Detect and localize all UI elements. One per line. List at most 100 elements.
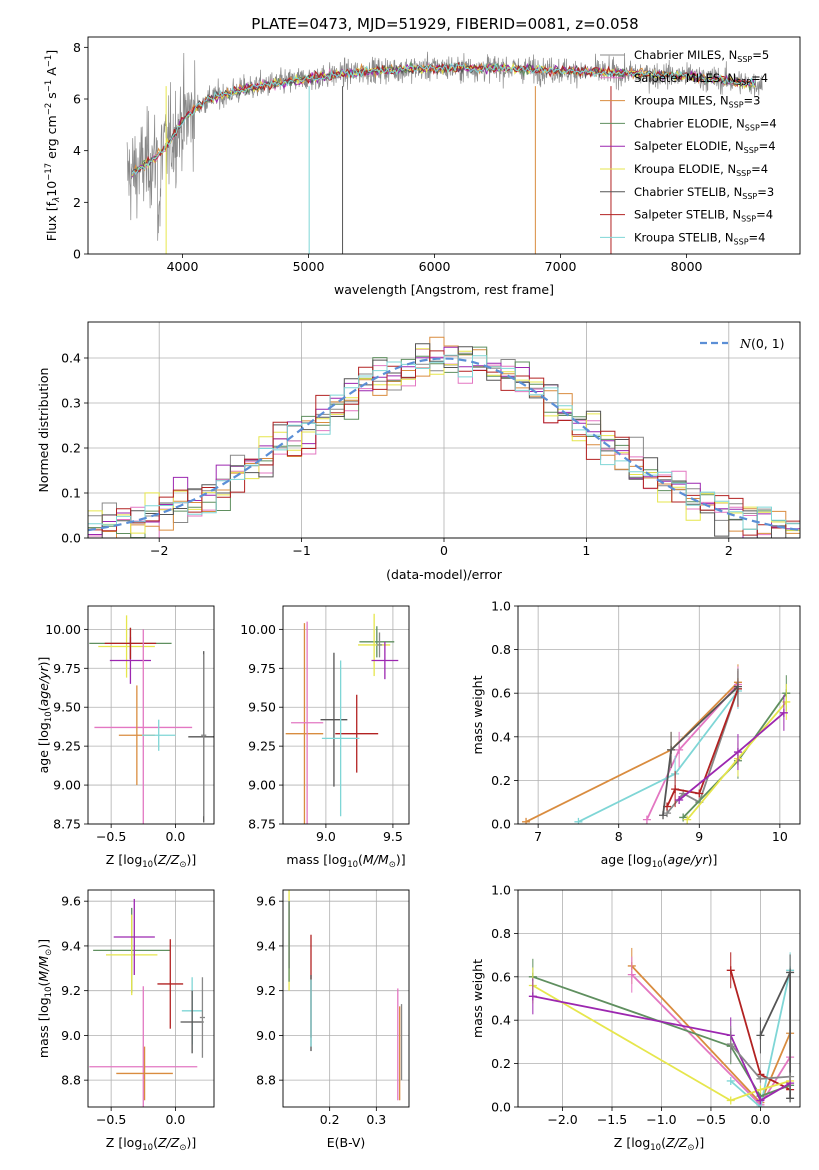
y-tick-label: 9.75 bbox=[248, 661, 276, 676]
y-tick-label: 0.2 bbox=[491, 773, 511, 788]
residual-histogram bbox=[88, 348, 800, 534]
x-axis-label: mass [log10(M/M⊙)] bbox=[286, 852, 405, 870]
y-tick-label: 2 bbox=[73, 195, 81, 210]
x-tick-label: −1 bbox=[292, 543, 310, 558]
x-axis-label: age [log10(age/yr)] bbox=[601, 852, 718, 870]
axes-frame bbox=[87, 36, 801, 255]
y-tick-label: 0.2 bbox=[61, 441, 81, 456]
y-tick-label: 9.2 bbox=[256, 983, 276, 998]
mass-vs-EBV-panel: 0.2 0.3 8.8 9.0 9.2 9.4 9.6 E(B-V) bbox=[256, 889, 410, 1150]
axes-frame bbox=[282, 605, 410, 825]
gaussian-reference bbox=[88, 357, 800, 532]
x-tick-label: 6000 bbox=[419, 259, 451, 274]
x-tick-label: −1.0 bbox=[646, 1112, 676, 1127]
weight-marker bbox=[642, 815, 651, 824]
weight-lines bbox=[528, 947, 795, 1107]
y-tick-label: 0.1 bbox=[61, 486, 81, 501]
weight-lines bbox=[522, 664, 791, 824]
y-tick-label: 9.6 bbox=[256, 894, 276, 909]
x-tick-label: 4000 bbox=[167, 259, 199, 274]
residual-histogram bbox=[88, 354, 800, 538]
x-axis-label: wavelength [Angstrom, rest frame] bbox=[334, 282, 554, 297]
weight-marker bbox=[726, 1096, 735, 1105]
age-vs-mass-panel: 9.0 9.5 8.75 9.00 9.25 9.50 9.75 10.00 mass [log… bbox=[240, 605, 410, 870]
legend-entry: Salpeter MILES, NSSP=4 bbox=[634, 71, 768, 87]
y-tick-label: 9.25 bbox=[53, 739, 81, 754]
x-tick-label: 8 bbox=[615, 829, 623, 844]
legend-entry: Kroupa MILES, NSSP=3 bbox=[634, 94, 760, 110]
weight-marker bbox=[574, 817, 583, 824]
y-tick-label: 8.8 bbox=[61, 1073, 81, 1088]
x-tick-label: 0.0 bbox=[750, 1112, 770, 1127]
y-tick-label: 0.6 bbox=[491, 969, 511, 984]
weight-line bbox=[525, 681, 739, 823]
y-tick-label: 9.75 bbox=[53, 661, 81, 676]
x-tick-label: 2 bbox=[725, 543, 733, 558]
legend-entry: Salpeter STELIB, NSSP=4 bbox=[634, 208, 773, 224]
mass-vs-Z-panel: −0.5 0.0 8.8 9.0 9.2 9.4 9.6 Z [log10(Z/Z⊙)] mas… bbox=[36, 889, 215, 1153]
y-axis-label: Flux [fλ10−17 erg cm−2 s−1 A−1] bbox=[44, 50, 62, 241]
y-tick-label: 0.6 bbox=[491, 686, 511, 701]
model-spectrum-line bbox=[131, 62, 756, 175]
x-tick-label: −1.5 bbox=[597, 1112, 627, 1127]
weight-marker bbox=[756, 1085, 765, 1094]
y-tick-label: 9.00 bbox=[248, 778, 276, 793]
weight-line bbox=[532, 995, 791, 1102]
axes-frame bbox=[87, 889, 215, 1108]
axes-frame bbox=[517, 889, 801, 1108]
y-tick-label: 0.0 bbox=[491, 1100, 511, 1115]
weight-marker bbox=[786, 1072, 795, 1081]
spectrum-panel: 4000 5000 6000 7000 8000 0 2 4 6 8 wavelength [Ang… bbox=[44, 36, 801, 297]
x-tick-label: 9 bbox=[695, 829, 703, 844]
y-tick-label: 9.4 bbox=[61, 938, 81, 953]
y-axis-label: mass weight bbox=[470, 959, 485, 1038]
axes-frame bbox=[282, 889, 410, 1108]
y-tick-label: 10.00 bbox=[45, 622, 81, 637]
weight-marker bbox=[675, 796, 684, 805]
y-tick-label: 9.0 bbox=[256, 1028, 276, 1043]
y-tick-label: 9.50 bbox=[248, 700, 276, 715]
y-tick-label: 0.4 bbox=[491, 729, 511, 744]
legend-entry: Kroupa ELODIE, NSSP=4 bbox=[634, 162, 768, 178]
y-tick-label: 0.2 bbox=[491, 1056, 511, 1071]
legend-entry: Chabrier STELIB, NSSP=3 bbox=[634, 185, 774, 201]
x-tick-label: 0.2 bbox=[320, 1112, 340, 1127]
age-vs-Z-panel: −0.5 0.0 8.75 9.00 9.25 9.50 9.75 10.00 Z [log10… bbox=[36, 605, 215, 870]
weight-marker bbox=[756, 1074, 765, 1083]
weight-marker bbox=[522, 817, 531, 824]
y-axis-label: Normed distribution bbox=[36, 368, 51, 493]
y-tick-label: 4 bbox=[73, 143, 81, 158]
weight-marker bbox=[659, 811, 668, 820]
y-tick-label: 8.8 bbox=[256, 1073, 276, 1088]
legend-entry: N(0, 1) bbox=[739, 336, 785, 351]
x-tick-label: 0.0 bbox=[165, 829, 185, 844]
weight-vs-age-panel: 7 8 9 10 0.0 0.2 0.4 0.6 0.8 1.0 age [log10(age/yr… bbox=[470, 599, 801, 870]
y-tick-label: 9.0 bbox=[61, 1028, 81, 1043]
weight-line bbox=[730, 970, 791, 1107]
y-axis-label: mass [log10(M/M⊙)] bbox=[36, 939, 54, 1058]
y-tick-label: 0.4 bbox=[61, 351, 81, 366]
x-tick-label: 0.3 bbox=[366, 1112, 386, 1127]
x-tick-label: −0.5 bbox=[96, 1112, 126, 1127]
x-axis-label: Z [log10(Z/Z⊙)] bbox=[106, 852, 196, 870]
y-tick-label: 9.00 bbox=[53, 778, 81, 793]
x-tick-label: 1 bbox=[582, 543, 590, 558]
x-tick-label: 8000 bbox=[671, 259, 703, 274]
x-tick-label: 9.5 bbox=[383, 829, 403, 844]
y-tick-label: 0.8 bbox=[491, 642, 511, 657]
x-axis-label: E(B-V) bbox=[327, 1135, 366, 1150]
legend-entry: Kroupa STELIB, NSSP=4 bbox=[634, 230, 765, 246]
x-tick-label: −0.5 bbox=[96, 829, 126, 844]
x-axis-label: Z [log10(Z/Z⊙)] bbox=[106, 1135, 196, 1153]
error-bars bbox=[285, 613, 399, 824]
y-tick-label: 9.2 bbox=[61, 983, 81, 998]
histograms bbox=[88, 336, 800, 538]
x-tick-label: −0.5 bbox=[696, 1112, 726, 1127]
legend: Chabrier MILES, NSSP=5 Salpeter MILES, NS… bbox=[600, 48, 777, 246]
y-tick-label: 0.0 bbox=[61, 531, 81, 546]
axes-frame bbox=[517, 605, 801, 825]
axes-frame bbox=[87, 321, 801, 539]
y-tick-label: 0.4 bbox=[491, 1013, 511, 1028]
x-tick-label: −2 bbox=[150, 543, 168, 558]
weight-marker bbox=[726, 1076, 735, 1085]
